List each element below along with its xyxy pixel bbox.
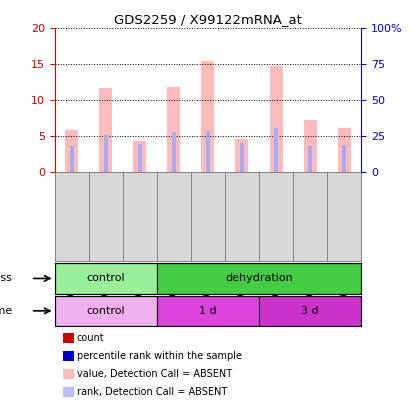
Text: stress: stress <box>0 273 13 283</box>
Bar <box>202 62 214 172</box>
Text: control: control <box>87 273 125 283</box>
Bar <box>270 66 283 172</box>
Text: dehydration: dehydration <box>225 273 293 283</box>
Text: control: control <box>87 306 125 316</box>
Bar <box>157 263 361 294</box>
Bar <box>259 296 361 326</box>
Bar <box>304 120 317 172</box>
Bar <box>172 132 176 172</box>
Text: time: time <box>0 306 13 316</box>
Bar <box>55 263 157 294</box>
Text: percentile rank within the sample: percentile rank within the sample <box>77 351 242 361</box>
Text: 1 d: 1 d <box>199 306 217 316</box>
Text: value, Detection Call = ABSENT: value, Detection Call = ABSENT <box>77 369 232 379</box>
Bar <box>338 128 351 172</box>
Text: rank, Detection Call = ABSENT: rank, Detection Call = ABSENT <box>77 387 227 396</box>
Bar <box>236 139 249 172</box>
Bar <box>138 144 142 172</box>
Text: 3 d: 3 d <box>301 306 319 316</box>
Bar <box>133 141 146 172</box>
Bar <box>55 296 157 326</box>
Bar <box>104 135 108 172</box>
Bar <box>308 145 312 172</box>
Title: GDS2259 / X99122mRNA_at: GDS2259 / X99122mRNA_at <box>114 13 302 26</box>
Bar <box>167 87 180 172</box>
Text: count: count <box>77 333 105 343</box>
Bar <box>65 130 78 172</box>
Bar <box>157 296 259 326</box>
Bar <box>206 131 210 172</box>
Bar <box>240 143 244 172</box>
Bar <box>274 128 278 172</box>
Bar <box>99 88 112 172</box>
Bar <box>70 146 73 172</box>
Bar <box>342 145 346 172</box>
